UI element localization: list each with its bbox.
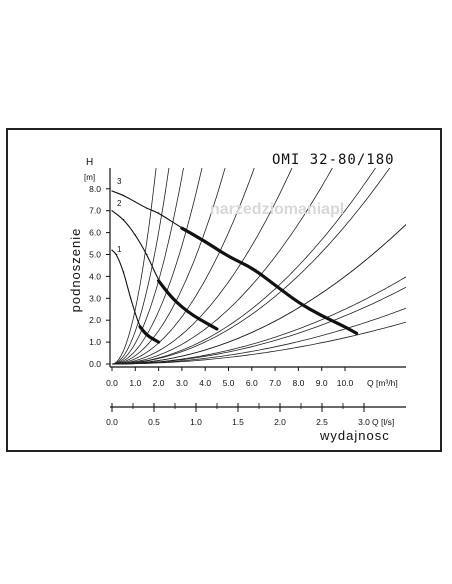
- x2-tick-label-6: 3.0: [358, 417, 370, 427]
- data-point-3-4: [158, 212, 160, 214]
- watermark: narzedziomaniapl: [210, 201, 344, 218]
- data-point-1-0: [111, 249, 113, 251]
- y-axis-name: H: [86, 157, 93, 168]
- x-tick-label-5: 5.0: [223, 378, 235, 388]
- data-point-2-0: [111, 210, 113, 212]
- data-point-3-3: [146, 207, 148, 210]
- data-point-2-8: [204, 321, 206, 323]
- x-tick-label-1: 1.0: [129, 378, 141, 388]
- data-point-3-0: [111, 190, 113, 192]
- x2-tick-label-1: 0.5: [148, 417, 160, 427]
- x2-tick-label-0: 0.0: [106, 417, 118, 427]
- x2-tick-label-4: 2.0: [274, 417, 286, 427]
- y-tick-label-6: 6.0: [89, 228, 101, 238]
- data-point-2-3: [146, 253, 148, 256]
- chart-frame: [6, 128, 442, 452]
- aux-curve-3: [112, 286, 406, 365]
- system-curve-5: [111, 168, 226, 365]
- x-tick-label-9: 9.0: [316, 378, 328, 388]
- data-point-3-11: [321, 315, 323, 317]
- y-tick-label-8: 8.0: [89, 184, 101, 194]
- data-point-3-13: [356, 332, 358, 334]
- x2-axis-unit-ls: Q [l/s]: [372, 417, 394, 427]
- data-point-2-4: [158, 280, 160, 282]
- system-curve-8: [112, 168, 333, 365]
- data-point-3-6: [204, 240, 206, 242]
- data-point-2-7: [192, 315, 195, 317]
- aux-curve-1: [111, 168, 376, 365]
- data-point-1-7: [158, 341, 160, 343]
- x-axis-title: wydajnosc: [319, 428, 390, 443]
- x-tick-label-6: 6.0: [246, 378, 258, 388]
- x2-tick-label-5: 2.5: [316, 417, 328, 427]
- data-point-3-12: [344, 326, 346, 328]
- system-curve-4: [111, 168, 203, 365]
- data-point-2-2: [134, 234, 136, 236]
- x2-tick-label-2: 1.0: [190, 417, 202, 427]
- x-tick-label-7: 7.0: [269, 378, 281, 388]
- x2-tick-label-3: 1.5: [232, 417, 244, 427]
- y-tick-label-4: 4.0: [89, 271, 101, 281]
- y-tick-label-0: 0.0: [89, 359, 101, 369]
- x-tick-label-8: 8.0: [292, 378, 304, 388]
- system-curve-2: [111, 168, 170, 365]
- system-curve-3: [111, 168, 184, 365]
- y-unit-label: [m]: [84, 173, 95, 182]
- data-point-3-1: [123, 194, 125, 196]
- curve-label-2: 2: [117, 199, 122, 208]
- data-point-3-10: [297, 302, 299, 304]
- data-point-1-2: [123, 271, 125, 273]
- pump-curve-1-operating-range: [138, 325, 161, 344]
- curve-label-3: 3: [117, 177, 122, 186]
- system-curve-1: [111, 168, 157, 365]
- y-tick-label-2: 2.0: [89, 315, 101, 325]
- aux-curve-4: [112, 321, 406, 365]
- chart-title: OMI 32-80/180: [272, 152, 395, 168]
- aux-curve-2: [112, 223, 406, 365]
- x-tick-label-2: 2.0: [153, 378, 165, 388]
- system-curve-7: [112, 168, 293, 365]
- data-point-1-6: [146, 334, 148, 337]
- data-point-3-9: [274, 284, 276, 286]
- x-tick-label-10: 10.0: [337, 378, 354, 388]
- data-point-1-3: [130, 297, 132, 299]
- x-tick-label-0: 0.0: [106, 378, 118, 388]
- data-point-2-6: [181, 306, 183, 308]
- y-axis-title: podnoszenie: [68, 228, 83, 313]
- pump-curve-3-operating-range: [180, 226, 359, 335]
- data-point-1-4: [134, 313, 136, 315]
- x-tick-label-3: 3.0: [176, 378, 188, 388]
- pump-curve-2-operating-range: [157, 279, 219, 331]
- data-point-3-7: [227, 256, 230, 258]
- data-point-3-5: [181, 227, 183, 229]
- data-point-3-8: [251, 267, 253, 269]
- y-tick-label-7: 7.0: [89, 206, 101, 216]
- data-point-3-2: [134, 201, 136, 203]
- data-point-2-5: [169, 295, 171, 297]
- system-curve-9: [112, 168, 391, 365]
- y-tick-label-5: 5.0: [89, 250, 101, 260]
- data-point-2-1: [123, 218, 125, 221]
- pump-curve-2: [111, 210, 218, 330]
- data-point-1-5: [139, 326, 141, 328]
- curve-label-1: 1: [117, 245, 122, 254]
- data-point-1-1: [116, 253, 118, 256]
- y-tick-label-3: 3.0: [89, 293, 101, 303]
- system-curve-6: [111, 168, 255, 365]
- data-point-2-9: [216, 328, 218, 330]
- y-tick-label-1: 1.0: [89, 337, 101, 347]
- x-tick-label-4: 4.0: [199, 378, 211, 388]
- x-axis-unit-m3h: Q [m³/h]: [367, 378, 398, 388]
